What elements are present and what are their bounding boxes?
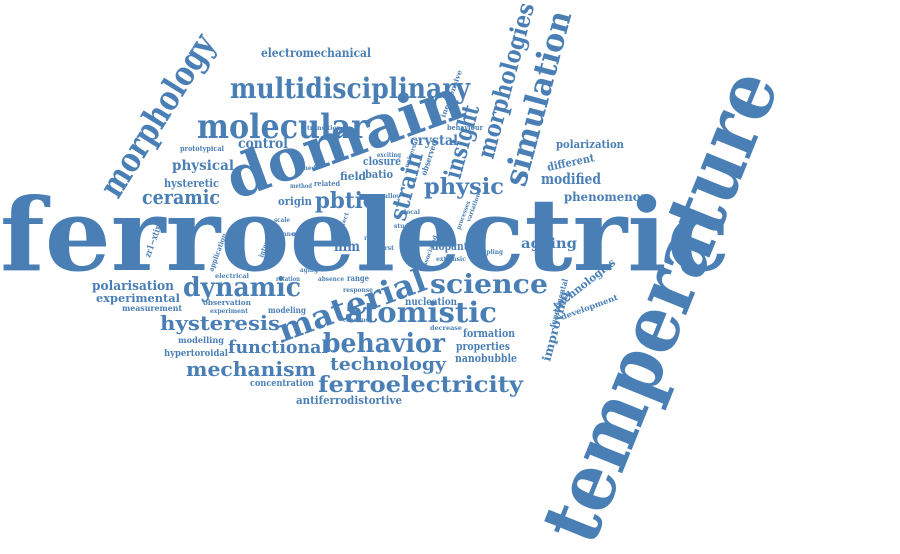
- word-first: first: [380, 245, 394, 252]
- word-science: science: [430, 270, 548, 300]
- word-behaviour: behaviour: [447, 123, 483, 132]
- word-ceramic: ceramic: [142, 185, 220, 209]
- word-coupling: coupling: [475, 249, 504, 256]
- word-prototypical: prototypical: [180, 144, 224, 153]
- word-decrease: decrease: [430, 325, 462, 332]
- word-ferroelectricity: ferroelectricity: [318, 372, 524, 398]
- word-multidisciplinary: multidisciplinary: [230, 72, 471, 105]
- word-modified: modified: [541, 170, 601, 188]
- word-study: study: [394, 223, 412, 230]
- word-result: result: [364, 235, 384, 242]
- word-experiment: experiment: [210, 308, 248, 315]
- word-model: model: [292, 231, 311, 238]
- word-control: control: [238, 136, 288, 152]
- word-molecular: molecular: [197, 107, 368, 147]
- word-range: range: [347, 273, 369, 283]
- word-properties: properties: [456, 340, 510, 353]
- word-technology: technology: [330, 354, 447, 375]
- word-alloy: alloy: [384, 193, 401, 200]
- word-origin: origin: [278, 195, 312, 208]
- word-construct: construct: [343, 317, 371, 324]
- word-transition: transition: [307, 125, 342, 132]
- word-response: response: [343, 287, 373, 294]
- word-rotation: rotation: [276, 276, 301, 283]
- word-measurement: measurement: [122, 303, 182, 313]
- word-nanobubble: nanobubble: [455, 352, 517, 365]
- word-polarization: polarization: [556, 138, 624, 151]
- word-dynamic: dynamic: [183, 273, 301, 303]
- word-local: local: [404, 209, 421, 216]
- word-polarisation: polarisation: [92, 279, 175, 294]
- word-experimental: experimental: [96, 292, 180, 305]
- word-electromechanical: electromechanical: [261, 46, 371, 60]
- word-shed: shed: [300, 165, 317, 172]
- word-observation: observation: [203, 298, 251, 307]
- word-hysteretic: hysteretic: [164, 177, 219, 190]
- word-antiferrodistortive: antiferrodistortive: [296, 394, 402, 407]
- word-exciting: exciting: [377, 152, 402, 159]
- word-scale: scale: [274, 217, 290, 224]
- word-phenomenon: phenomenon: [564, 190, 649, 204]
- word-functional: functional: [228, 337, 328, 358]
- word-absence: absence: [318, 276, 344, 283]
- word-modeling: modeling: [268, 305, 306, 315]
- word-concentration: concentration: [250, 379, 314, 389]
- word-method: method: [290, 183, 313, 190]
- word-electrical: electrical: [215, 273, 250, 280]
- word-field: field: [340, 170, 366, 183]
- word-physical: physical: [172, 158, 234, 174]
- word-atomistic: atomistic: [345, 296, 497, 329]
- word-vacancy: vacancy: [271, 231, 298, 238]
- word-pbtio: pbtio: [315, 188, 377, 214]
- word-extrinsic: extrinsic: [436, 256, 466, 263]
- word-nucleation: nucleation: [405, 297, 458, 308]
- word-mechanism: mechanism: [186, 357, 316, 381]
- word-dopant: dopant: [432, 240, 469, 253]
- word-related: related: [314, 179, 340, 188]
- word-closure: closure: [363, 155, 401, 168]
- word-ageing: ageing: [521, 236, 577, 252]
- word-hysteresis: hysteresis: [160, 311, 280, 335]
- word-crystal: crystal: [410, 133, 458, 149]
- word-formation: formation: [463, 327, 515, 340]
- word-ferroelectric: ferroelectric: [0, 176, 730, 294]
- word-film: film: [334, 239, 360, 255]
- word-behavior: behavior: [323, 329, 445, 359]
- word-hypertoroidal: hypertoroidal: [164, 349, 229, 359]
- word-batio: batio: [365, 168, 393, 181]
- word-physic: physic: [424, 174, 504, 200]
- word-aging: aging: [300, 267, 319, 274]
- word-modelling: modelling: [178, 335, 224, 345]
